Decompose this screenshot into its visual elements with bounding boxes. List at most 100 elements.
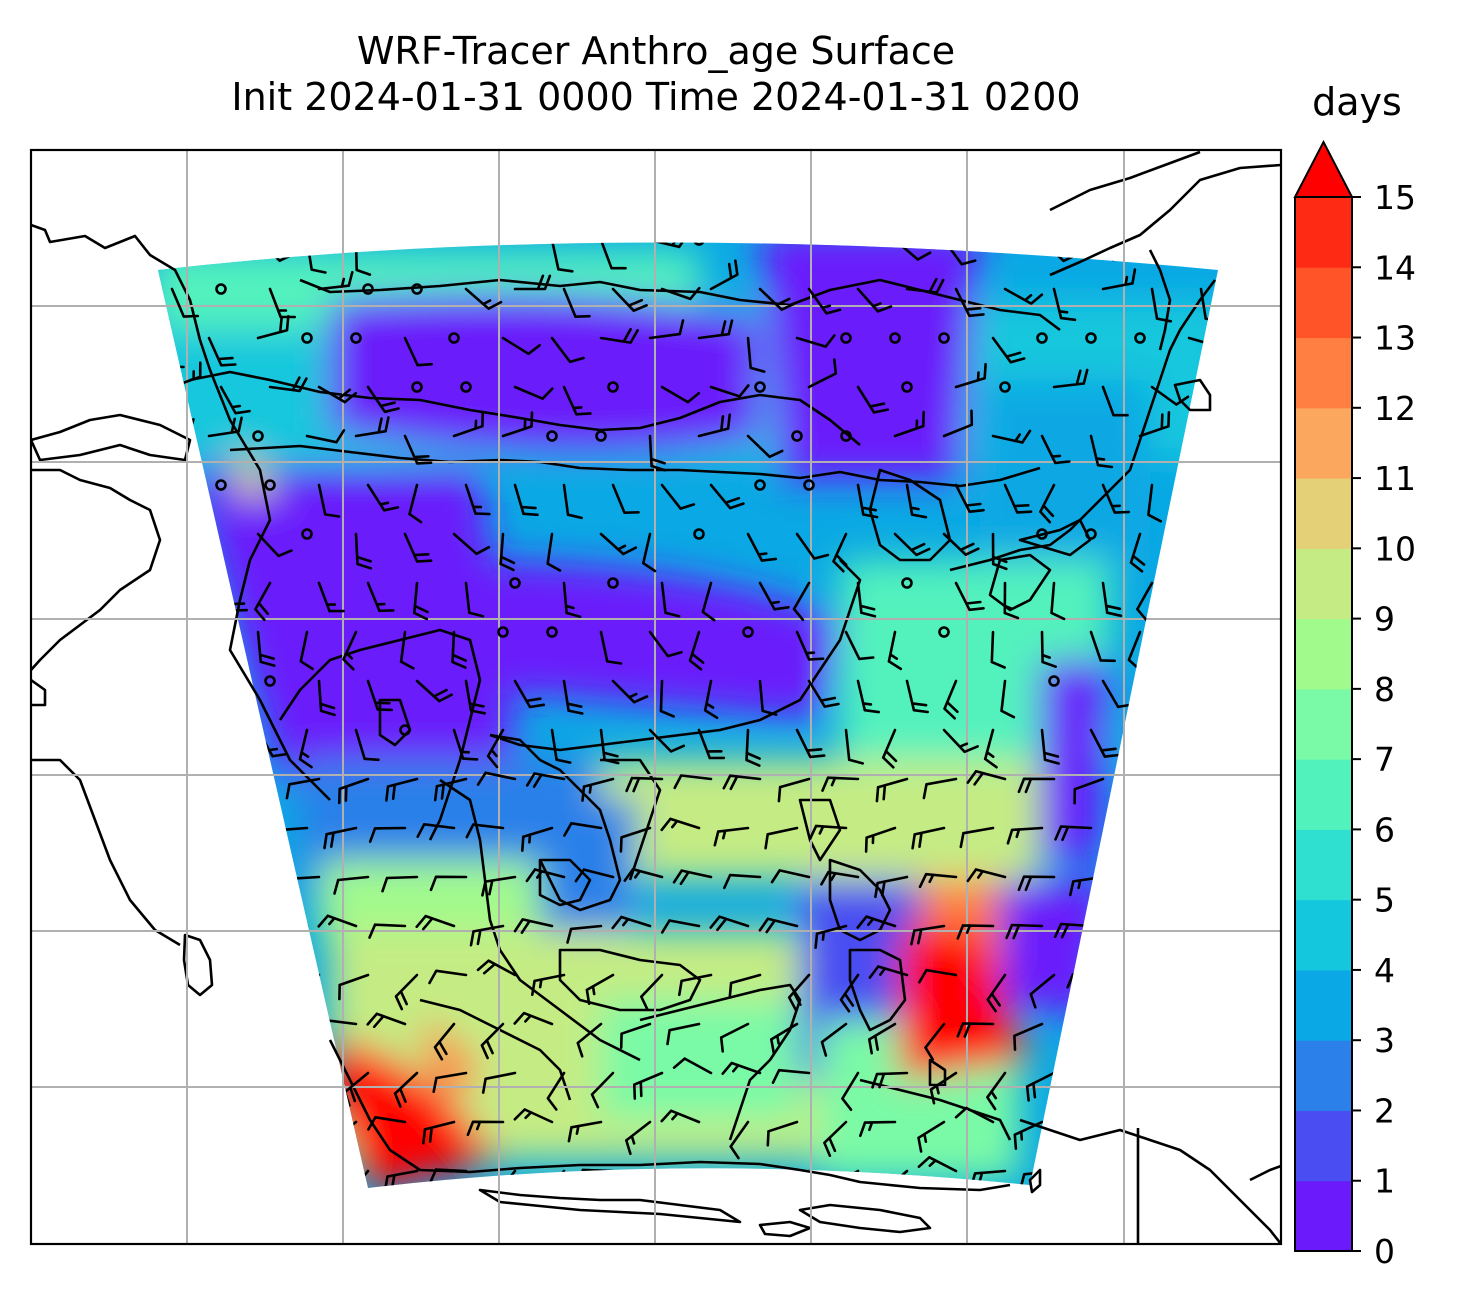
wind-barb xyxy=(619,1022,652,1049)
wind-barb xyxy=(954,483,985,513)
wind-barb xyxy=(1129,532,1146,573)
calm-wind-marker xyxy=(215,283,227,295)
wind-barb xyxy=(317,679,336,717)
wind-barb xyxy=(513,1108,554,1124)
wind-barb xyxy=(905,483,928,519)
wind-barb xyxy=(366,483,400,512)
wind-barb xyxy=(366,1012,407,1029)
wind-barb xyxy=(550,242,574,273)
wind-barb xyxy=(1138,411,1171,438)
wind-barb xyxy=(464,483,491,516)
wind-barb xyxy=(893,532,931,557)
wind-barb xyxy=(546,1071,566,1111)
colorbar-tick-label: 15 xyxy=(1374,178,1416,217)
wind-barb xyxy=(820,870,860,886)
wind-barb xyxy=(428,969,468,985)
wind-barb xyxy=(366,581,395,613)
wind-barb xyxy=(368,923,407,939)
calm-wind-marker xyxy=(411,283,423,295)
wind-barb xyxy=(814,924,848,949)
wind-barb xyxy=(476,771,517,786)
wind-barb xyxy=(746,336,766,373)
colorbar-tick-label: 4 xyxy=(1374,951,1395,990)
figure-title: WRF-Tracer Anthro_age Surface Init 2024-… xyxy=(30,28,1282,120)
calm-wind-marker xyxy=(448,332,460,344)
calm-wind-marker xyxy=(497,626,509,638)
wind-barb xyxy=(513,1011,554,1026)
wind-barb xyxy=(777,777,811,803)
wind-barb xyxy=(719,1022,750,1053)
wind-barb xyxy=(256,532,293,558)
wind-barb xyxy=(758,917,799,934)
colorbar-block xyxy=(1295,197,1352,268)
colorbar-block xyxy=(1295,1110,1352,1182)
wind-barb xyxy=(713,826,750,847)
wind-barb xyxy=(1040,434,1071,465)
calm-wind-marker xyxy=(1048,675,1060,687)
colorbar-block xyxy=(1295,969,1352,1041)
wind-barb xyxy=(868,965,909,979)
gridlines xyxy=(31,150,1281,1244)
wind-barb xyxy=(942,532,980,556)
wind-barb xyxy=(546,532,562,572)
wind-barb xyxy=(323,826,358,850)
wind-barb xyxy=(333,875,370,895)
wind-barb xyxy=(832,532,848,573)
calm-wind-marker xyxy=(791,430,803,442)
coastlines xyxy=(31,150,1281,1244)
colorbar-block xyxy=(1295,759,1352,830)
wind-barb xyxy=(954,581,985,612)
wind-barb xyxy=(562,483,583,520)
colorbar-tick-label: 1 xyxy=(1374,1162,1395,1201)
colorbar-tick-label: 9 xyxy=(1374,600,1395,639)
wind-barb xyxy=(864,826,897,853)
wind-barb xyxy=(659,679,675,718)
wind-barb xyxy=(499,532,516,572)
wind-barb xyxy=(917,1156,958,1173)
wind-barb xyxy=(823,1120,848,1157)
calm-wind-marker xyxy=(301,528,313,540)
wind-barb xyxy=(844,728,864,765)
calm-wind-marker xyxy=(264,675,276,687)
wind-barb xyxy=(922,777,958,800)
wind-barb xyxy=(859,1120,897,1138)
wind-barb xyxy=(820,1022,848,1057)
wind-barb xyxy=(452,410,485,438)
calm-wind-marker xyxy=(901,577,913,589)
wind-barb xyxy=(660,919,701,934)
colorbar-block xyxy=(1295,267,1352,339)
wind-barb xyxy=(599,630,623,665)
wind-barb xyxy=(481,1071,517,1094)
wind-barb xyxy=(567,1120,603,1143)
wind-barb xyxy=(413,581,429,621)
colorbar-tick-label: 11 xyxy=(1374,459,1416,498)
wind-barb xyxy=(954,1106,995,1124)
wind-barb xyxy=(942,728,979,754)
colorbar-tick-label: 13 xyxy=(1374,319,1416,358)
wind-barb xyxy=(256,630,276,667)
wind-barb xyxy=(513,918,554,934)
wind-barb xyxy=(317,385,358,404)
colorbar-tick-label: 10 xyxy=(1374,529,1416,568)
wind-barb xyxy=(422,1120,456,1145)
wind-barb xyxy=(170,287,200,318)
calm-wind-marker xyxy=(803,479,815,491)
colorbar-blocks xyxy=(1293,139,1354,1252)
calm-wind-marker xyxy=(938,332,950,344)
wind-barb xyxy=(917,1120,946,1153)
wind-barb xyxy=(599,728,620,765)
calm-wind-marker xyxy=(742,626,754,638)
wind-barb xyxy=(464,679,486,715)
wind-barb xyxy=(1052,287,1077,322)
calm-wind-marker xyxy=(607,381,619,393)
wind-barb xyxy=(562,679,584,715)
calm-wind-marker xyxy=(1085,332,1097,344)
wind-barb xyxy=(697,728,726,760)
wind-barb xyxy=(672,1057,713,1075)
wind-barb xyxy=(317,483,341,518)
wind-barb xyxy=(611,287,648,312)
wind-barb xyxy=(451,630,467,669)
wind-barb xyxy=(1089,434,1114,469)
